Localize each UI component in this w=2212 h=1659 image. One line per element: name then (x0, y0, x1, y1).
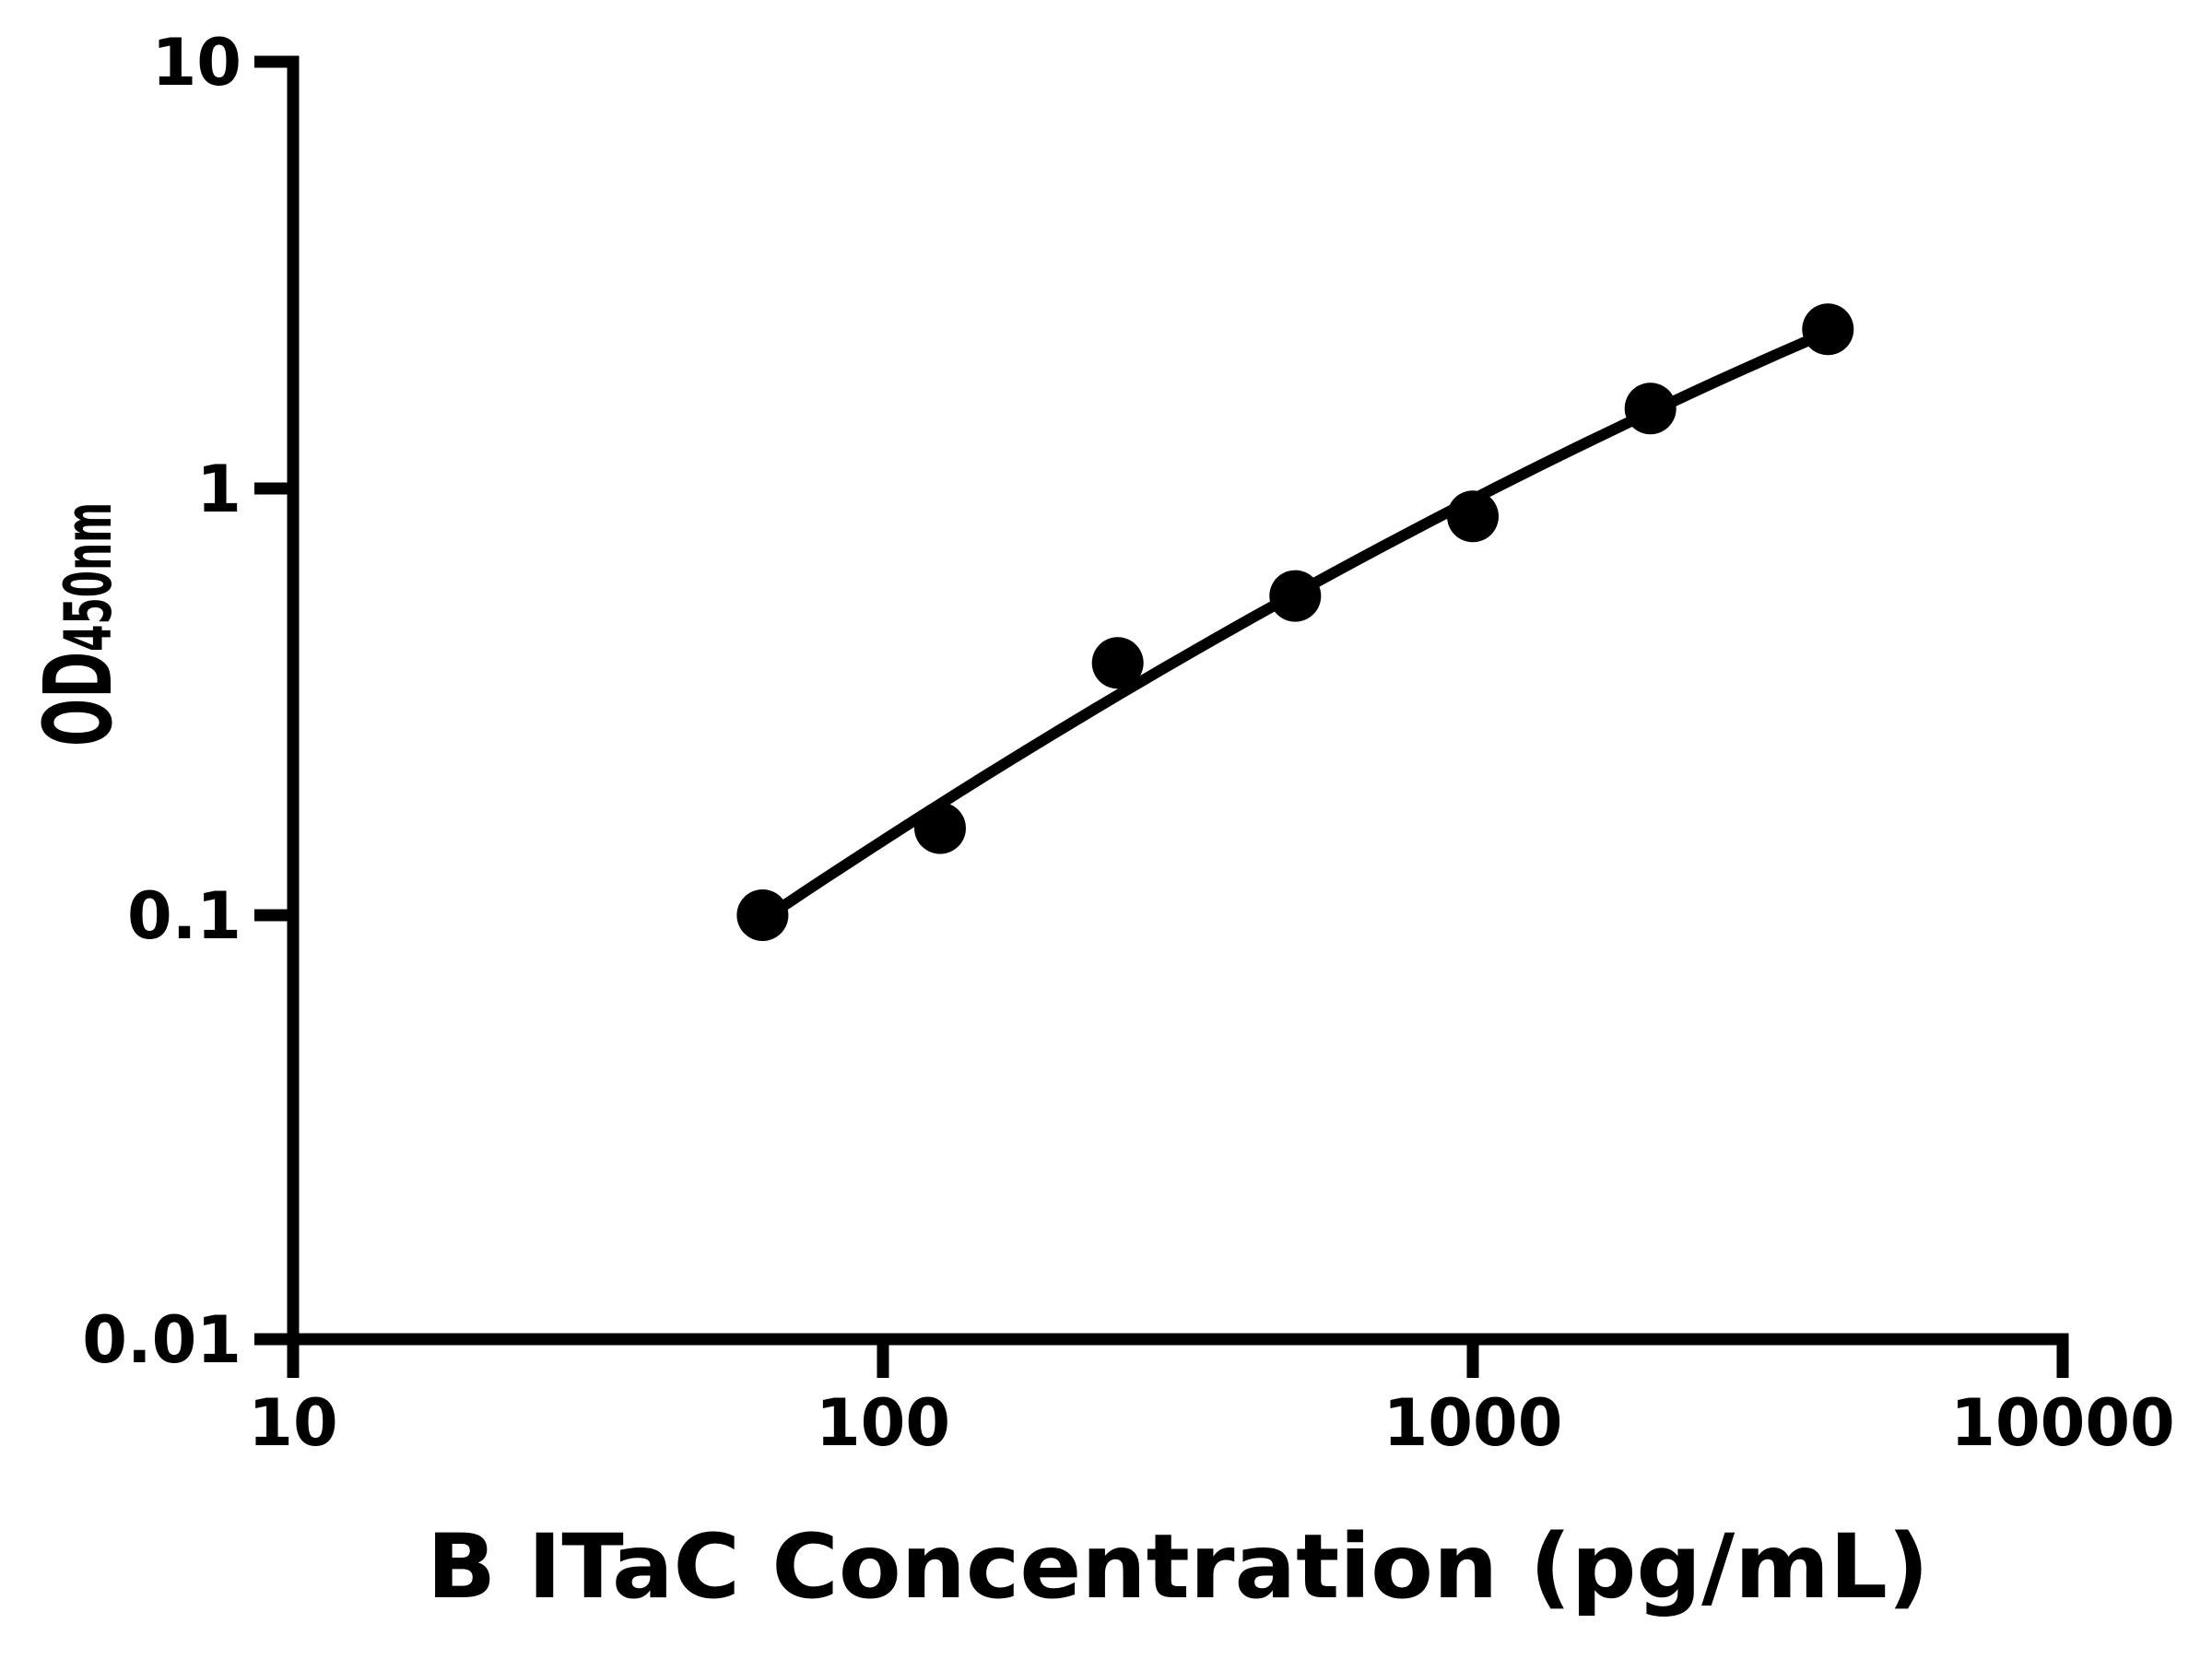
y-tick-label: 1 (196, 452, 241, 527)
axis-tick-labels: 0.01 0.1 1 10 10 100 1000 10000 (82, 25, 2174, 1461)
y-tick-label: 10 (152, 25, 241, 100)
axes (287, 55, 2069, 1346)
x-tick-label: 1000 (1383, 1385, 1563, 1461)
data-points (736, 303, 1854, 941)
data-point (1269, 570, 1322, 622)
axis-spines (287, 55, 2069, 1346)
y-axis-title-main: OD (24, 652, 134, 747)
x-tick-label: 10 (248, 1385, 337, 1461)
y-tick-label: 0.01 (82, 1302, 241, 1378)
x-tick-label: 100 (816, 1385, 950, 1461)
data-point (1091, 637, 1144, 689)
x-tick-label: 10000 (1950, 1385, 2175, 1461)
y-tick-label: 0.1 (127, 878, 241, 954)
y-axis-title: OD450nm (24, 502, 134, 747)
data-point (736, 889, 789, 941)
x-axis-title: B ITaC Concentration (pg/mL) (427, 1515, 1929, 1618)
axis-ticks (254, 55, 2069, 1378)
axis-tick-marks (254, 55, 2069, 1378)
data-point (1802, 303, 1854, 356)
data-point (1624, 382, 1677, 435)
data-point (914, 802, 966, 854)
data-point (1447, 490, 1499, 543)
y-axis-title-subscript: 450nm (51, 502, 126, 652)
